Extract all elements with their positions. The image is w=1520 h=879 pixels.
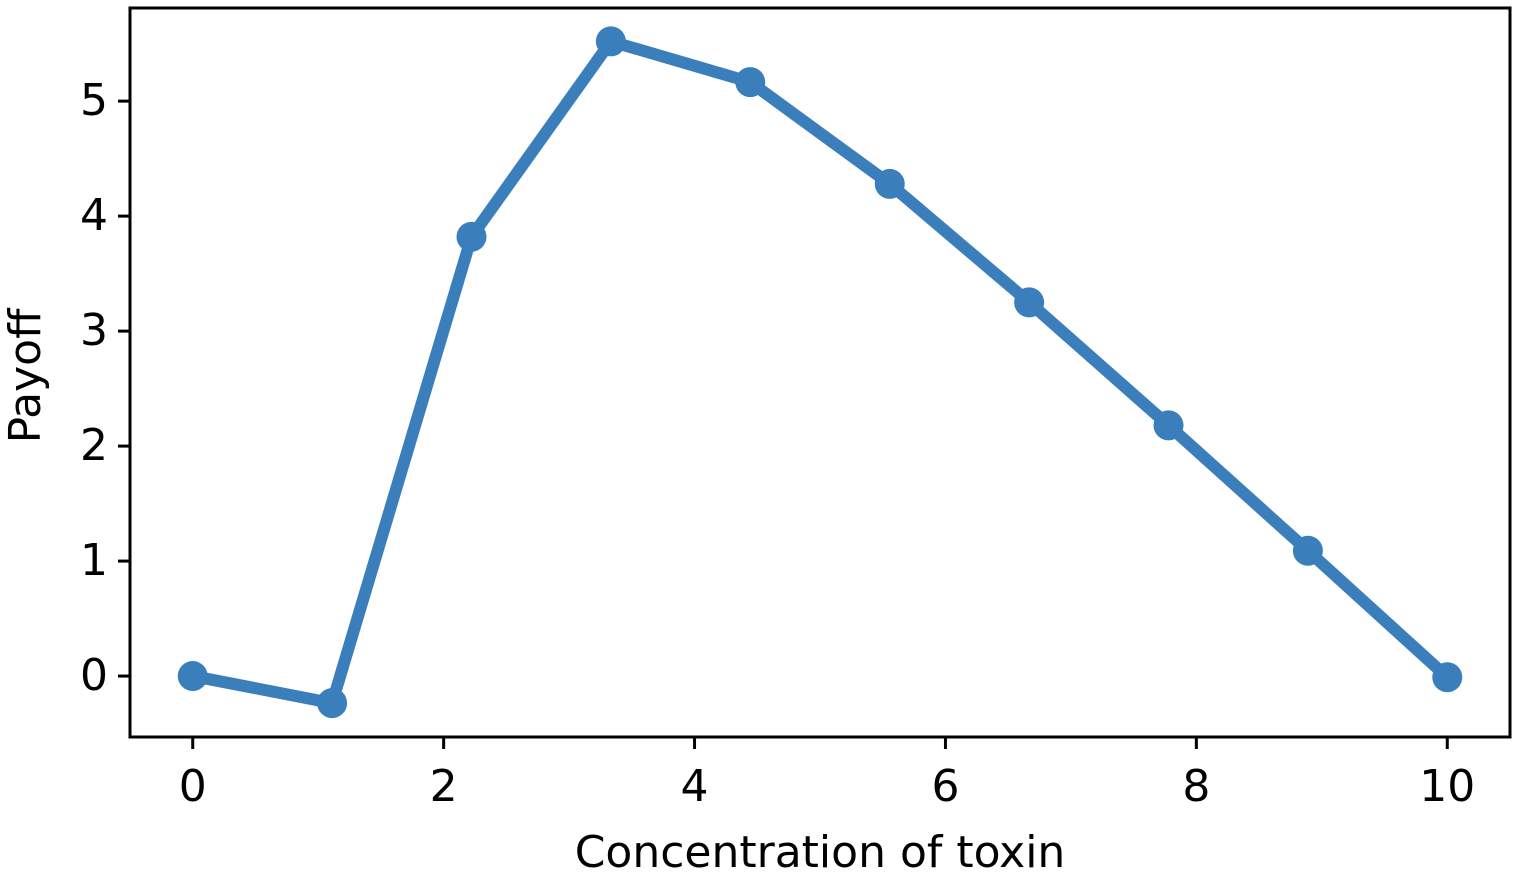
data-point — [735, 67, 766, 98]
y-tick-label: 2 — [80, 420, 108, 471]
data-point — [1432, 662, 1463, 693]
x-tick-label: 4 — [681, 761, 709, 812]
plot-frame — [128, 6, 1512, 739]
data-point — [874, 168, 905, 199]
x-tick-label: 2 — [430, 761, 458, 812]
x-tick-label: 8 — [1182, 761, 1210, 812]
data-point — [456, 221, 487, 252]
data-point — [1292, 535, 1323, 566]
y-tick-label: 0 — [80, 650, 108, 701]
y-tick-label: 3 — [80, 305, 108, 356]
y-tick-label: 4 — [80, 190, 108, 241]
y-tick-label: 1 — [80, 535, 108, 586]
y-tick-label: 5 — [80, 75, 108, 126]
data-point — [595, 26, 626, 57]
data-point — [317, 688, 348, 719]
x-tick-label: 10 — [1419, 761, 1475, 812]
y-axis-label: Payoff — [0, 307, 51, 443]
x-axis-label: Concentration of toxin — [575, 827, 1066, 878]
x-tick-label: 0 — [179, 761, 207, 812]
data-line — [191, 35, 1452, 710]
data-point — [1014, 287, 1045, 318]
x-tick-label: 6 — [931, 761, 959, 812]
data-point — [177, 661, 208, 692]
data-point — [1153, 410, 1184, 441]
